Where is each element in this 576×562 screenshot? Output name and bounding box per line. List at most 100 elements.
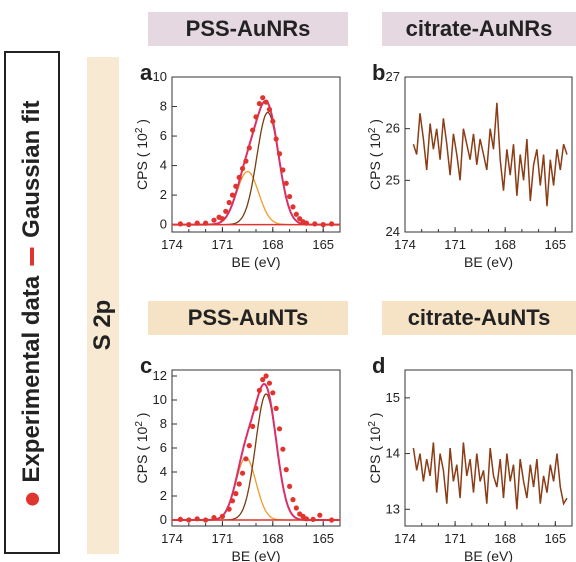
- x-tick-label: 171: [444, 237, 466, 252]
- y-tick-label: 24: [386, 224, 400, 239]
- experimental-point: [243, 456, 249, 462]
- panel-letter: c: [140, 353, 152, 378]
- experimental-point: [287, 483, 293, 489]
- y-tick-label: 15: [386, 390, 400, 405]
- y-tick-label: 13: [386, 501, 400, 516]
- experimental-point: [283, 180, 289, 186]
- x-tick-label: 168: [494, 237, 516, 252]
- experimental-point: [236, 481, 242, 487]
- experimental-point: [260, 377, 266, 383]
- experimental-point: [303, 516, 309, 522]
- experimental-point: [219, 216, 225, 222]
- panel-letter: d: [372, 353, 385, 378]
- y-axis-label: CPS ( 102 ): [367, 413, 384, 484]
- y-tick-label: 25: [386, 172, 400, 187]
- y-tick-label: 0: [160, 217, 167, 232]
- y-tick-label: 4: [160, 464, 167, 479]
- x-tick-label: 168: [494, 531, 516, 546]
- y-axis-label: CPS ( 102 ): [134, 413, 151, 484]
- chart-d: d 174 171 168 165 13 14 15 BE (eV) CPS ( 102 ): [367, 353, 573, 562]
- experimental-point: [266, 380, 273, 386]
- experimental-point: [246, 443, 252, 449]
- x-tick-label: 171: [212, 531, 234, 546]
- experimental-point: [250, 423, 256, 429]
- x-axis-label: BE (eV): [231, 548, 280, 562]
- experimental-point: [273, 136, 279, 142]
- chart-c: c 174 171 168 165 0 2 4 6 8 10 12 BE (eV) CPS ( 102 ): [134, 353, 341, 562]
- experimental-point: [233, 183, 239, 189]
- experimental-point: [317, 512, 323, 518]
- spectrum-line: [412, 102, 568, 207]
- experimental-point: [219, 513, 225, 520]
- y-axis-label: CPS ( 102 ): [134, 119, 151, 190]
- x-axis-label: BE (eV): [464, 254, 513, 270]
- experimental-point: [293, 211, 299, 217]
- experimental-point: [256, 100, 262, 107]
- panel-c-title: PSS-AuNTs: [148, 301, 348, 335]
- plot-frame: [404, 369, 573, 527]
- experimental-point: [310, 516, 316, 523]
- y-tick-label: 27: [386, 69, 400, 84]
- y-axis-label: CPS ( 102 ): [367, 119, 384, 190]
- panel-d-title: citrate-AuNTs: [382, 301, 576, 335]
- y-tick-label: 8: [160, 416, 167, 431]
- experimental-point: [236, 174, 242, 180]
- panel-b-title: citrate-AuNRs: [382, 12, 576, 46]
- experimental-point: [246, 145, 252, 151]
- experimental-point: [194, 516, 200, 522]
- panel-letter: b: [372, 60, 385, 85]
- y-tick-label: 14: [386, 446, 400, 461]
- x-tick-label: 171: [444, 531, 466, 546]
- experimental-point: [303, 220, 309, 226]
- legend-box: Experimental data Gaussian fit: [4, 51, 60, 554]
- experimental-point: [229, 498, 236, 504]
- x-tick-label: 165: [312, 237, 334, 252]
- chart-a: a 174 171 168 165 0 2 4 6 8 10 BE (eV) CPS ( 102 ): [134, 60, 341, 270]
- experimental-point: [329, 221, 335, 227]
- experimental-point: [239, 470, 246, 476]
- experimental-point: [229, 192, 236, 198]
- experimental-point: [290, 204, 296, 210]
- experimental-point: [211, 515, 217, 521]
- experimental-point: [280, 167, 286, 173]
- experimental-point: [290, 497, 296, 503]
- experimental-point: [297, 216, 303, 222]
- experimental-point: [177, 516, 183, 523]
- experimental-point: [266, 106, 273, 113]
- x-tick-label: 174: [394, 531, 416, 546]
- experimental-point: [270, 390, 276, 396]
- experimental-point: [256, 387, 262, 393]
- y-tick-label: 4: [160, 158, 167, 173]
- experimental-point: [253, 405, 259, 411]
- experimental-point: [276, 426, 283, 432]
- y-tick-label: 26: [386, 121, 400, 136]
- experimental-point: [263, 99, 269, 105]
- experimental-point: [239, 165, 246, 172]
- x-tick-label: 168: [262, 237, 284, 252]
- experimental-point: [280, 446, 286, 452]
- plot-area: [412, 442, 568, 510]
- y-tick-label: 12: [153, 368, 167, 383]
- y-tick-label: 8: [160, 99, 167, 114]
- experimental-point: [177, 221, 183, 227]
- experimental-point: [253, 114, 259, 120]
- experimental-point: [270, 118, 276, 124]
- experimental-point: [226, 506, 232, 512]
- experimental-point: [243, 158, 249, 164]
- y-tick-label: 0: [160, 512, 167, 527]
- experimental-point: [293, 505, 299, 511]
- x-tick-label: 174: [394, 237, 416, 252]
- experimental-point: [250, 127, 256, 133]
- plot-area: [412, 102, 568, 207]
- y-tick-label: 2: [160, 187, 167, 202]
- experimental-point: [186, 517, 192, 523]
- experimental-point: [226, 199, 232, 206]
- experimental-point: [320, 222, 326, 228]
- experimental-point: [203, 220, 209, 226]
- gaussian-fit-line: [172, 382, 340, 521]
- x-tick-label: 165: [544, 531, 566, 546]
- panel-a-title: PSS-AuNRs: [148, 12, 348, 46]
- experimental-point: [260, 95, 266, 101]
- experimental-point: [211, 217, 217, 223]
